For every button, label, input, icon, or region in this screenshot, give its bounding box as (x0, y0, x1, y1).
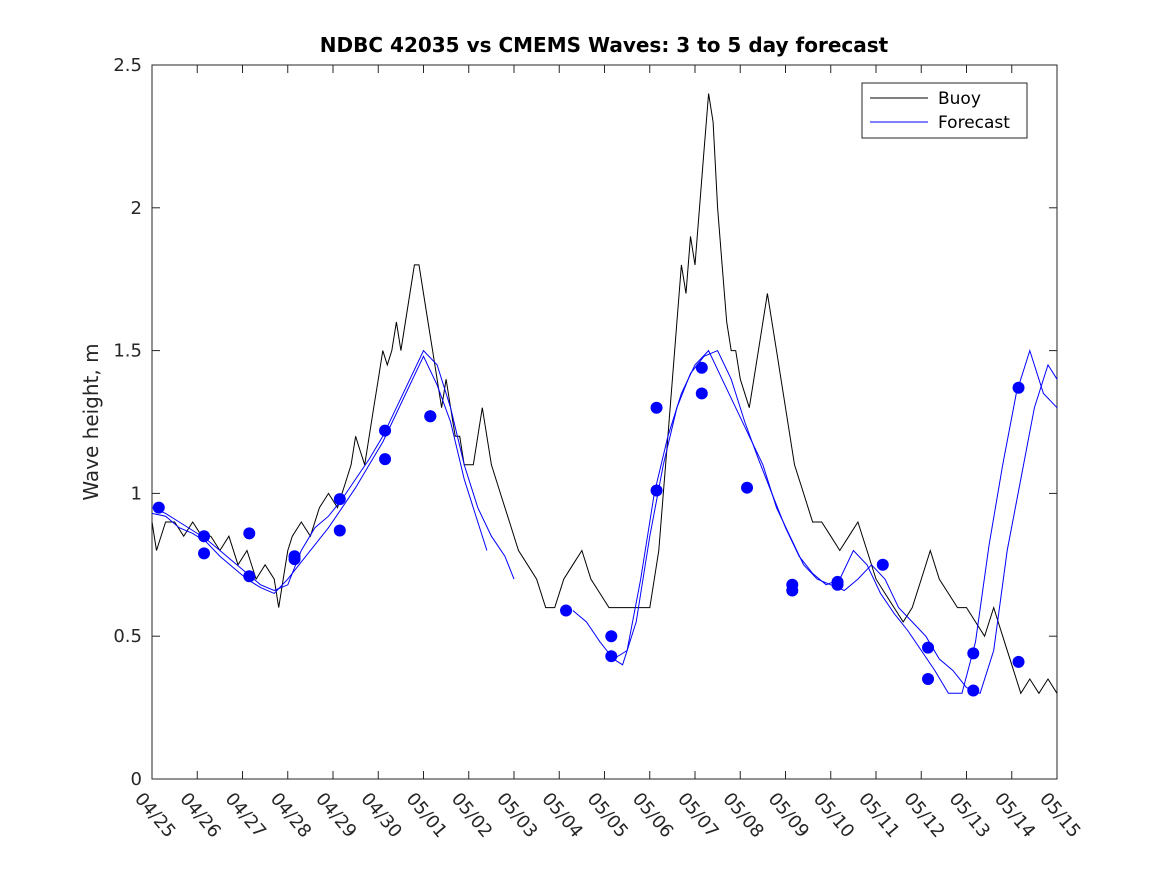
legend-label-buoy: Buoy (938, 89, 981, 109)
forecast-start-marker (831, 578, 844, 591)
y-tick-label: 2 (131, 198, 142, 219)
forecast-start-marker (560, 604, 573, 617)
legend-label-forecast: Forecast (938, 113, 1010, 133)
forecast-start-marker (333, 493, 346, 506)
forecast-start-marker (1012, 381, 1025, 394)
y-axis-label: Wave height, m (79, 343, 103, 500)
forecast-start-marker (650, 401, 663, 414)
forecast-start-marker (605, 650, 618, 663)
series-line-forecast-1 (151, 349, 515, 592)
forecast-start-marker (243, 570, 256, 583)
forecast-start-marker (695, 361, 708, 374)
chart-title: NDBC 42035 vs CMEMS Waves: 3 to 5 day fo… (320, 33, 889, 57)
legend: Buoy Forecast (861, 82, 1028, 139)
forecast-start-marker (967, 684, 980, 697)
forecast-start-marker (605, 630, 618, 643)
forecast-start-marker (695, 387, 708, 400)
forecast-start-marker (741, 481, 754, 494)
forecast-start-marker (1012, 655, 1025, 668)
forecast-start-marker (379, 453, 392, 466)
series-line-buoy (151, 93, 1058, 695)
forecast-start-marker (333, 524, 346, 537)
forecast-start-marker (243, 527, 256, 540)
forecast-start-marker (288, 553, 301, 566)
forecast-start-marker (424, 410, 437, 423)
y-tick-label: 1.5 (113, 341, 142, 362)
forecast-start-marker (967, 647, 980, 660)
forecast-start-marker (922, 673, 935, 686)
forecast-start-marker (876, 558, 889, 571)
forecast-start-marker (198, 547, 211, 560)
series-line-forecast-2 (151, 355, 488, 594)
plot-area (151, 64, 1058, 780)
legend-box (861, 82, 1028, 139)
y-tick-label: 0.5 (113, 626, 142, 647)
marker-layer (152, 361, 1025, 697)
forecast-start-marker (922, 641, 935, 654)
y-tick-label: 0 (131, 769, 142, 790)
forecast-start-marker (152, 501, 165, 514)
forecast-start-marker (379, 424, 392, 437)
forecast-start-marker (786, 584, 799, 597)
forecast-start-marker (650, 484, 663, 497)
y-tick-label: 2.5 (113, 55, 142, 76)
y-axis-ticks: 0 0.5 1 1.5 2 2.5 (113, 55, 1057, 790)
y-tick-label: 1 (131, 483, 142, 504)
forecast-start-marker (198, 530, 211, 543)
